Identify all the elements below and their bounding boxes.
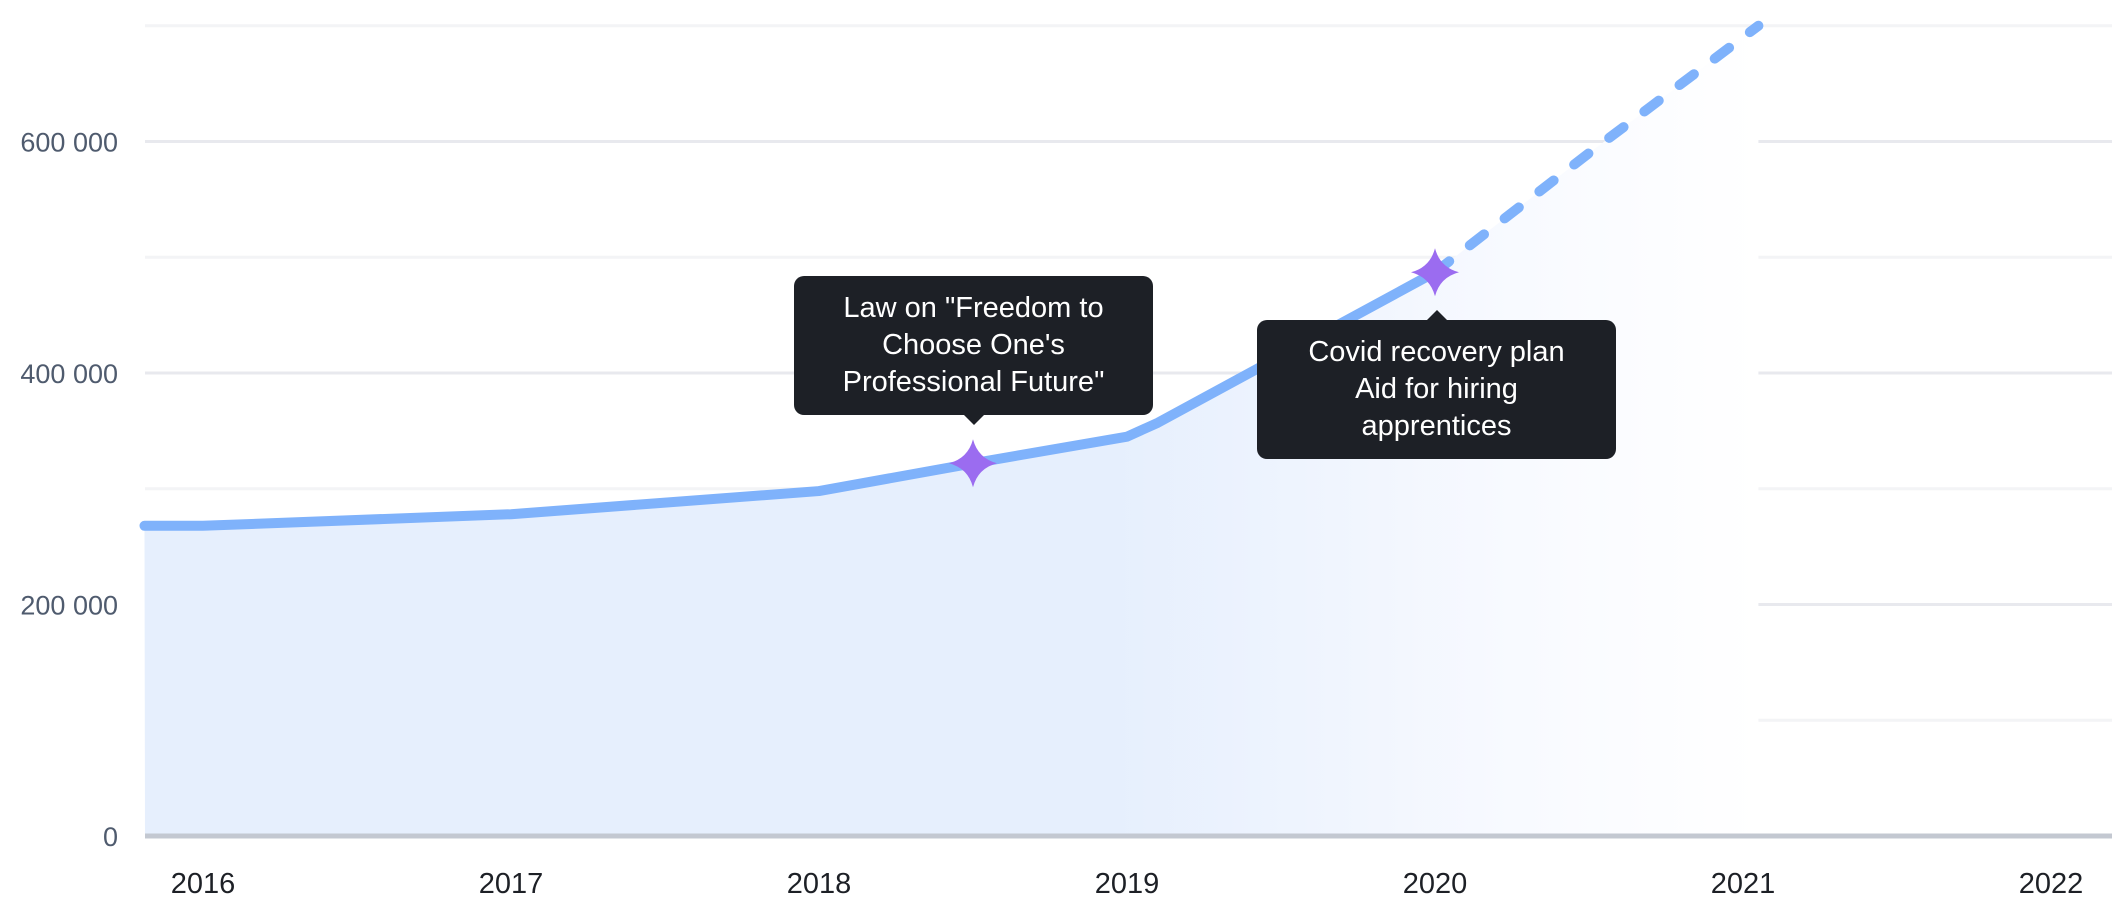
tooltip-line: apprentices: [1361, 410, 1512, 442]
area-fill: [144, 25, 1759, 836]
x-tick-label: 2017: [479, 868, 544, 900]
tooltip-line: Professional Future": [842, 366, 1105, 398]
x-tick-label: 2021: [1711, 868, 1776, 900]
sparkle-marker-icon: [1411, 248, 1459, 297]
x-tick-label: 2019: [1095, 868, 1160, 900]
tooltip-line: Aid for hiring: [1355, 373, 1518, 405]
series-line-projection: [1430, 20, 1764, 278]
y-tick-label: 0: [103, 822, 118, 852]
y-tick-label: 400 000: [20, 359, 118, 389]
x-tick-label: 2018: [787, 868, 852, 900]
tooltip-line: Law on "Freedom to: [843, 292, 1104, 324]
y-tick-label: 600 000: [20, 128, 118, 158]
series-line-actual: [139, 267, 1440, 531]
x-tick-label: 2022: [2019, 868, 2084, 900]
tooltip-line: Covid recovery plan: [1308, 336, 1565, 368]
sparkle-marker-icon: [949, 439, 997, 488]
tooltip-line: Choose One's: [882, 329, 1065, 361]
annotation-tooltip-covid: Covid recovery plan Aid for hiring appre…: [1257, 310, 1616, 459]
x-tick-label: 2016: [171, 868, 236, 900]
y-tick-label: 200 000: [20, 591, 118, 621]
x-tick-label: 2020: [1403, 868, 1468, 900]
annotation-tooltip-law: Law on "Freedom to Choose One's Professi…: [794, 276, 1153, 425]
